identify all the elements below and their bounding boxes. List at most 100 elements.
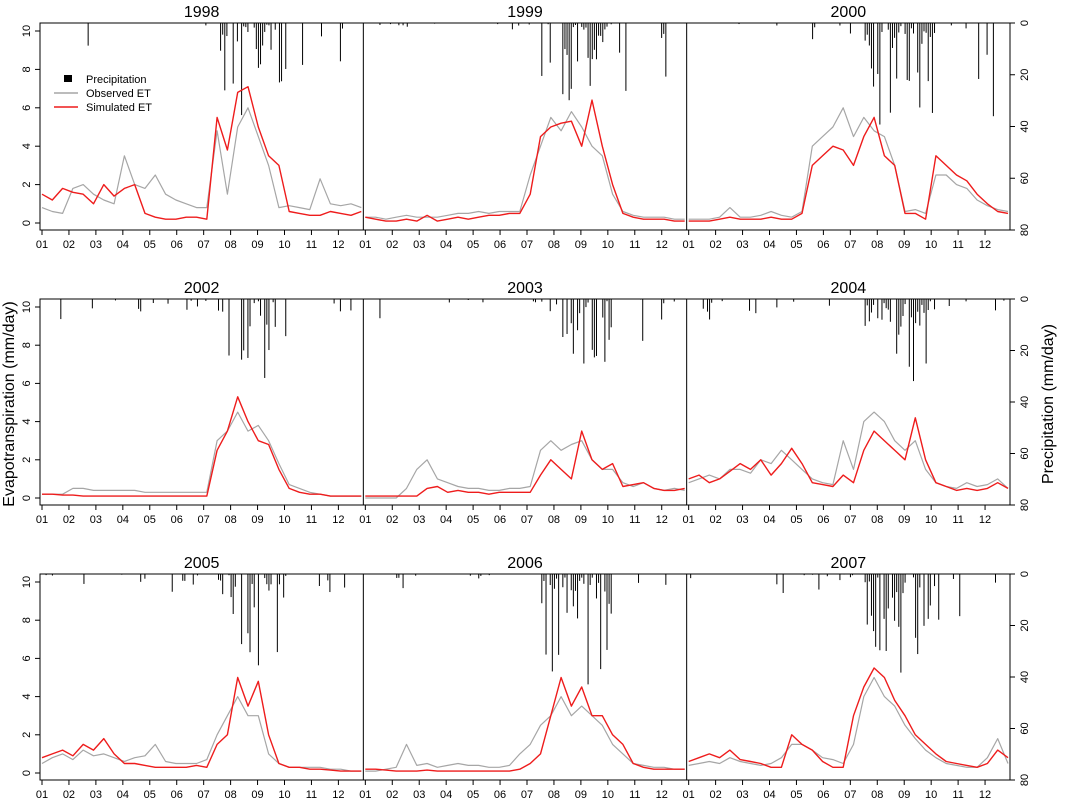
x-tick-label: 02	[63, 514, 75, 526]
panel-title: 1998	[184, 4, 220, 21]
x-tick-label: 01	[359, 514, 371, 526]
observed-et-line	[41, 695, 362, 772]
x-tick-label: 10	[278, 789, 290, 801]
x-tick-label: 06	[494, 514, 506, 526]
x-tick-label: 10	[602, 789, 614, 801]
x-tick-label: 02	[386, 789, 398, 801]
panel-title: 2004	[831, 280, 867, 297]
x-tick-label: 03	[736, 789, 748, 801]
simulated-et-line	[41, 85, 362, 220]
x-tick-label: 05	[144, 789, 156, 801]
panel-title: 2005	[184, 555, 220, 572]
y-tick-label-left: 2	[21, 457, 33, 463]
x-tick-label: 06	[494, 789, 506, 801]
x-tick-label: 03	[413, 789, 425, 801]
x-tick-label: 10	[278, 239, 290, 251]
y-tick-label-left: 8	[21, 342, 33, 348]
x-tick-label: 02	[709, 789, 721, 801]
x-tick-label: 03	[413, 514, 425, 526]
panel-2002: 2002 01 02 03 04 05 06 07 08 09 10 11 12	[36, 280, 362, 526]
x-tick-label: 08	[548, 514, 560, 526]
x-tick-label: 04	[763, 789, 775, 801]
panel-title: 2006	[507, 555, 543, 572]
x-tick-label: 08	[224, 514, 236, 526]
x-tick-label: 06	[817, 239, 829, 251]
y-tick-label-right: 80	[1019, 499, 1031, 511]
x-tick-label: 04	[117, 789, 129, 801]
y-tick-label-right: 80	[1019, 774, 1031, 786]
panel-2006: 2006 01 02 03 04 05 06 07 08 09 10 11 12	[359, 555, 685, 801]
x-tick-label: 02	[709, 514, 721, 526]
x-tick-label: 01	[36, 239, 48, 251]
x-tick-label: 11	[952, 514, 963, 526]
y-tick-label-left: 2	[21, 732, 33, 738]
panel-2005: 2005 01 02 03 04 05 06 07 08 09 10 11 12	[36, 555, 362, 801]
x-tick-label: 02	[63, 239, 75, 251]
x-tick-label: 09	[575, 514, 587, 526]
y-tick-label-left: 8	[21, 66, 33, 72]
precipitation-bars	[379, 23, 667, 101]
precipitation-bars	[87, 23, 344, 116]
y-tick-label-left: 2	[21, 182, 33, 188]
x-tick-label: 05	[467, 514, 479, 526]
precipitation-bars	[60, 299, 352, 378]
x-tick-label: 10	[602, 239, 614, 251]
observed-et-line	[41, 107, 362, 214]
y-tick-label-right: 0	[1019, 571, 1031, 577]
y-tick-label-left: 0	[21, 495, 33, 501]
plot-frame	[39, 298, 1011, 506]
y-axis-label-left: Evapotranspiration (mm/day)	[1, 301, 18, 506]
x-tick-label: 09	[898, 239, 910, 251]
legend-label: Observed ET	[86, 88, 151, 100]
x-tick-label: 06	[171, 239, 183, 251]
panel-title: 1999	[507, 4, 543, 21]
y-tick-label-right: 20	[1019, 619, 1031, 631]
y-tick-label-left: 10	[21, 301, 33, 313]
plot-frame	[39, 22, 1011, 231]
y-tick-label-right: 0	[1019, 20, 1031, 26]
x-tick-label: 09	[898, 514, 910, 526]
y-tick-label-right: 0	[1019, 296, 1031, 302]
x-tick-label: 12	[656, 514, 668, 526]
x-tick-label: 08	[548, 239, 560, 251]
simulated-et-line	[365, 430, 685, 497]
y-tick-label-left: 0	[21, 770, 33, 776]
x-tick-label: 08	[224, 239, 236, 251]
y-tick-label-right: 60	[1019, 447, 1031, 459]
x-tick-label: 03	[90, 789, 102, 801]
y-axis-label-right: Precipitation (mm/day)	[1040, 324, 1057, 484]
x-tick-label: 11	[952, 239, 963, 251]
x-tick-label: 12	[332, 514, 344, 526]
x-tick-label: 12	[332, 789, 344, 801]
x-tick-label: 07	[844, 514, 856, 526]
x-tick-label: 01	[36, 514, 48, 526]
simulated-et-line	[688, 116, 1009, 222]
x-tick-label: 01	[683, 514, 695, 526]
simulated-et-line	[365, 99, 685, 222]
observed-et-line	[365, 110, 685, 220]
x-tick-label: 10	[925, 514, 937, 526]
simulated-et-line	[688, 417, 1009, 492]
x-tick-label: 08	[871, 514, 883, 526]
x-tick-label: 05	[144, 239, 156, 251]
simulated-et-line	[365, 676, 685, 772]
x-tick-label: 10	[925, 239, 937, 251]
x-tick-label: 01	[683, 789, 695, 801]
x-tick-label: 06	[494, 239, 506, 251]
x-tick-label: 07	[521, 789, 533, 801]
x-tick-label: 09	[575, 789, 587, 801]
legend-label: Simulated ET	[86, 102, 152, 114]
x-tick-label: 05	[467, 239, 479, 251]
x-tick-label: 01	[359, 239, 371, 251]
x-tick-label: 04	[440, 239, 452, 251]
precipitation-bars	[396, 574, 667, 685]
legend: Precipitation Observed ET Simulated ET	[54, 74, 152, 114]
x-tick-label: 11	[629, 789, 640, 801]
y-tick-label-left: 8	[21, 617, 33, 623]
panel-1999: 1999 01 02 03 04 05 06 07 08 09 10 11 12	[359, 4, 685, 251]
y-tick-label-right: 40	[1019, 671, 1031, 683]
observed-et-line	[365, 695, 685, 772]
